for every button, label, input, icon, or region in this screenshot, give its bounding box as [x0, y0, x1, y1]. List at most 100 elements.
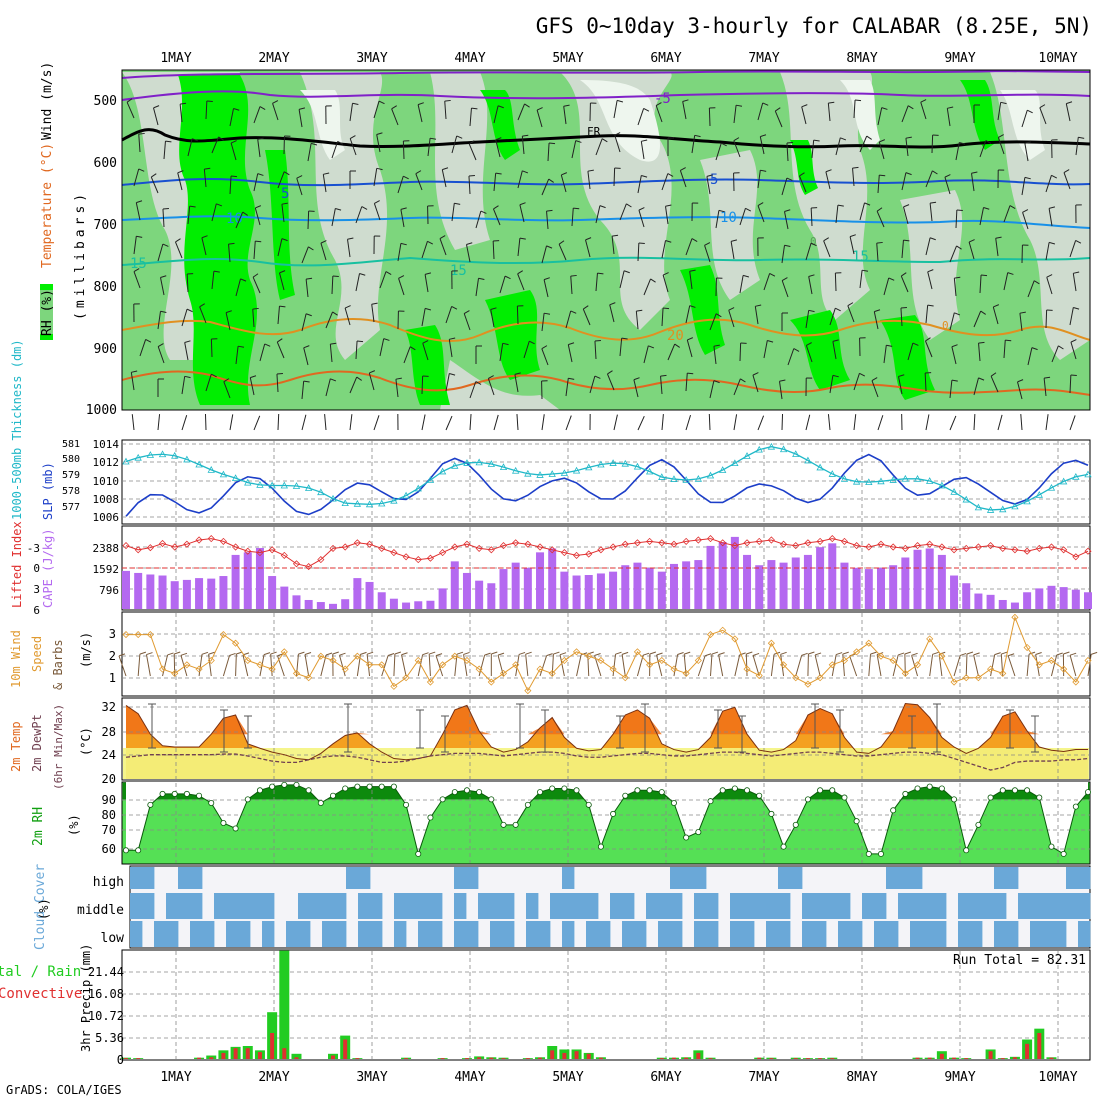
upper-wind-barb [469, 108, 472, 127]
upper-wind-barb-flag [160, 275, 167, 279]
upper-wind-barb [521, 136, 525, 155]
upper-wind-barb-flag [136, 200, 143, 204]
upper-wind-barb [685, 305, 691, 324]
thickness-marker [317, 488, 325, 496]
upper-wind-barb-flag [330, 342, 337, 345]
precip-tick: 16.08 [88, 987, 124, 1001]
thickness-marker [304, 484, 313, 491]
li-marker [195, 536, 203, 544]
li-marker [755, 537, 763, 545]
cape-bar [365, 581, 374, 609]
cloud-cell [322, 921, 335, 947]
li-marker [560, 549, 568, 557]
cloud-cell [670, 893, 683, 919]
upper-wind-barb-flag [497, 105, 504, 109]
upper-wind-barb-flag [356, 376, 362, 381]
upper-wind-barb-flag [191, 138, 198, 142]
cape-yaxis: 2388 1592 796 [93, 542, 120, 597]
temp-fill-hot [126, 703, 1088, 735]
thickness-marker [743, 452, 751, 459]
wind10-barb [393, 654, 396, 677]
upper-wind-barb-flag [296, 175, 303, 179]
upper-wind-barb [805, 345, 813, 363]
upper-wind-barb-flag [1033, 280, 1040, 285]
cape-bar [1035, 588, 1044, 609]
precip-convective-bar [464, 1058, 469, 1059]
cloud-cell [622, 893, 635, 919]
wind10-marker [670, 665, 678, 673]
upper-wind-barb [1027, 347, 1033, 366]
upper-wind-barb-flag [855, 99, 862, 102]
wind10-barb-flag [1007, 653, 1015, 657]
precip-convective-bar [197, 1057, 202, 1059]
upper-wind-barb-flag [601, 138, 608, 143]
upper-wind-barb [946, 108, 951, 127]
upper-wind-barb-flag [861, 269, 869, 272]
li-marker [597, 546, 605, 554]
upper-wind-barb-flag [237, 345, 245, 348]
precip-convective-bar [221, 1052, 226, 1059]
left-axis-titles: RH (%) Temperature (°C) Wind (m/s) (mill… [0, 62, 93, 1052]
precip-convective-bar [952, 1057, 957, 1059]
pressure-tick: 800 [94, 280, 117, 295]
upper-wind-barb [303, 347, 309, 366]
wind10-barb [1007, 655, 1016, 677]
thickness-marker [487, 460, 495, 467]
upper-wind-barb-flag [471, 107, 478, 110]
cloud-cell [1078, 893, 1091, 919]
cloud-cell [490, 893, 503, 919]
upper-wind-barb-flag [252, 307, 259, 310]
rh2m-marker [707, 798, 714, 805]
pressure-tick: 600 [94, 156, 117, 171]
rh2m-axis-units: (%) [67, 814, 81, 836]
upper-wind-barb [587, 171, 591, 190]
upper-wind-barb [829, 375, 834, 394]
upper-wind-barb [160, 277, 165, 296]
upper-wind-barb [929, 203, 933, 222]
cape-bar [268, 576, 277, 609]
cloud-cell [430, 893, 443, 919]
li-marker [938, 543, 946, 551]
li-marker [987, 542, 995, 550]
upper-wind-barb [373, 100, 380, 119]
upper-wind-barb [546, 211, 549, 230]
wind10-marker [597, 656, 605, 665]
upper-wind-barb [252, 309, 255, 328]
upper-wind-barb-flag [175, 238, 181, 243]
rh2m-marker [208, 800, 215, 807]
upper-wind-barb [541, 313, 545, 332]
upper-wind-barb-flag [323, 172, 330, 175]
upper-wind-barb-flag [283, 171, 290, 176]
wind10-barb [576, 654, 582, 677]
isotherm-label: 5 [710, 172, 718, 188]
upper-wind-barb-flag [607, 370, 613, 375]
rh-moist-region [480, 90, 520, 160]
upper-wind-barb-flag [153, 105, 160, 109]
rh2m-marker [987, 794, 994, 801]
upper-wind-barb [774, 110, 783, 128]
upper-wind-barb-flag [779, 379, 786, 382]
wind10-barb-flag [1063, 651, 1070, 655]
upper-wind-barb [517, 170, 523, 189]
upper-wind-barb [1069, 307, 1074, 326]
upper-wind-barb-flag [529, 340, 535, 345]
upper-wind-barb [391, 108, 399, 126]
upper-wind-barb [877, 107, 883, 126]
rh2m-marker [999, 787, 1006, 794]
upper-wind-barb [660, 376, 663, 395]
wind10-axis-title-a: 10m Wind [9, 630, 23, 688]
rh2m-marker [476, 789, 483, 796]
upper-wind-barb-flag [799, 172, 805, 177]
thickness-marker [719, 466, 727, 473]
upper-wind-barb-flag [561, 172, 568, 176]
upper-wind-barb [415, 173, 423, 191]
thickness-marker [767, 442, 776, 450]
surface-wind-barb [157, 414, 161, 431]
thickness-marker [158, 450, 167, 458]
thk-tick: 580 [62, 454, 80, 465]
thickness-marker [1084, 470, 1092, 478]
thickness-marker [536, 471, 544, 478]
rh2m-marker [366, 783, 373, 790]
wind10-barb-flag [553, 651, 560, 655]
upper-wind-barb-flag [825, 169, 832, 173]
